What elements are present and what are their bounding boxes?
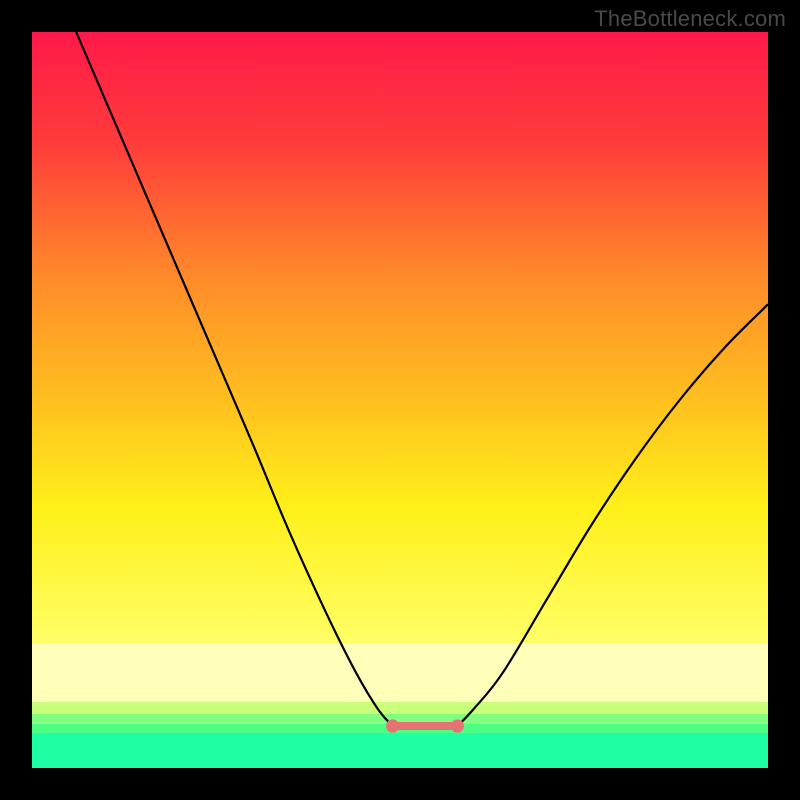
watermark-text: TheBottleneck.com [594,6,786,32]
plot-area [32,32,768,768]
v-curve-left [76,32,392,726]
bottom-dot-left [386,719,399,732]
bottom-dot-right [451,719,464,732]
v-curve-right [457,304,768,726]
chart-container: TheBottleneck.com [0,0,800,800]
v-curve-svg [32,32,768,768]
